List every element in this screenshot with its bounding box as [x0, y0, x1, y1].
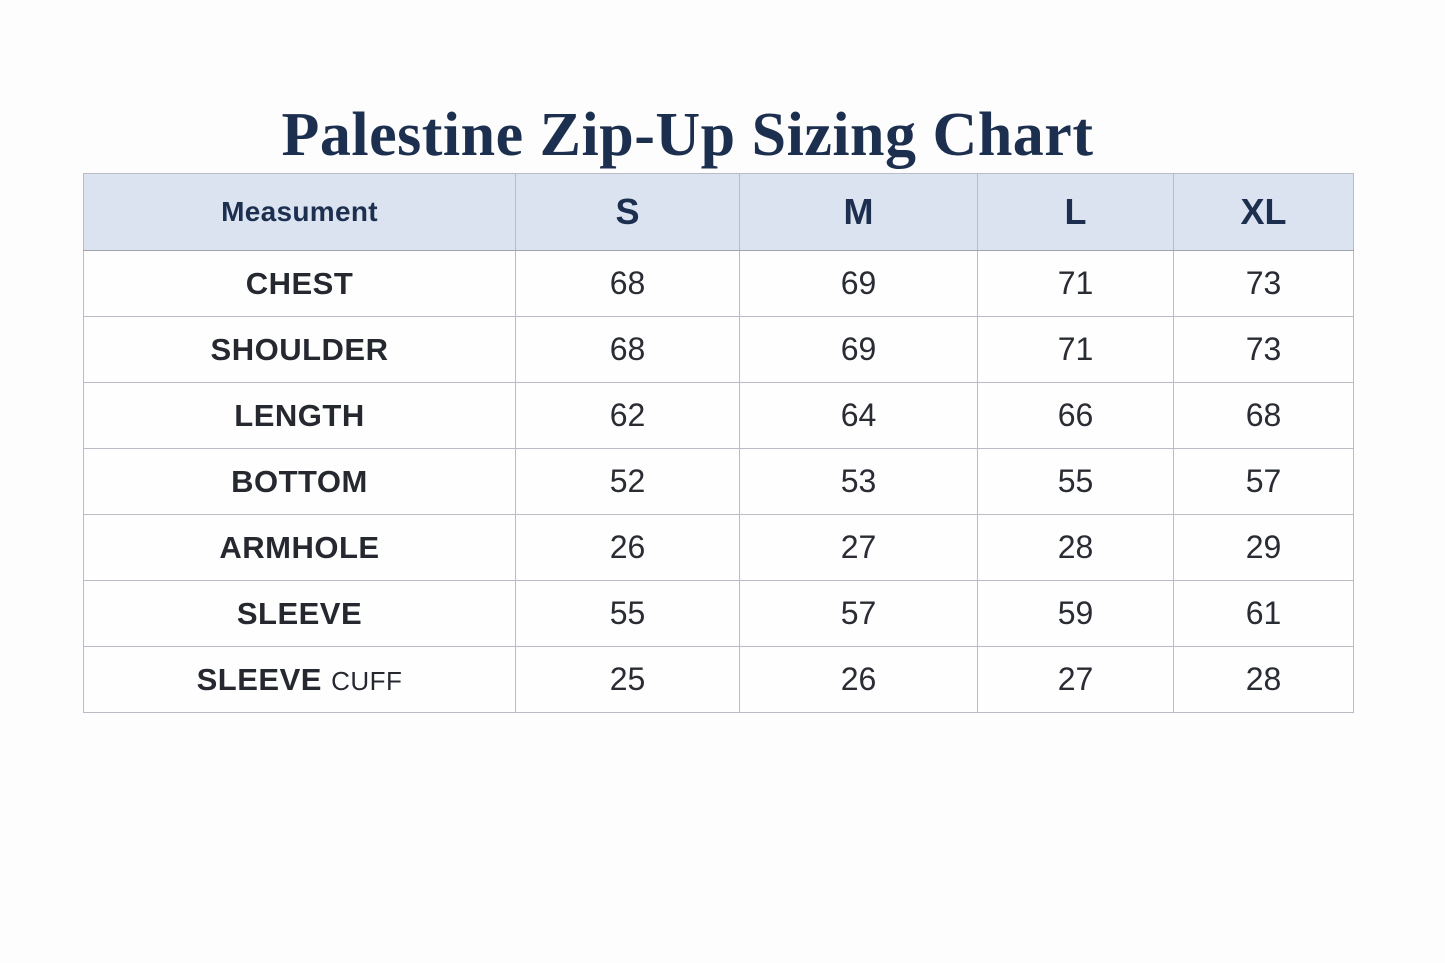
cell-value: 64 — [739, 382, 978, 449]
cell-value: 68 — [515, 250, 740, 317]
cell-value: 68 — [515, 316, 740, 383]
cell-value: 57 — [1173, 448, 1354, 515]
row-label-text: SLEEVE — [236, 595, 363, 631]
header-size-s: S — [515, 173, 740, 251]
cell-value: 25 — [515, 646, 740, 713]
row-label: CHEST — [83, 250, 516, 317]
row-label: SLEEVE CUFF — [83, 646, 516, 713]
cell-value: 26 — [515, 514, 740, 581]
cell-value: 71 — [977, 316, 1174, 383]
cell-value: 52 — [515, 448, 740, 515]
cell-value: 69 — [739, 316, 978, 383]
table-row: SHOULDER 68 69 71 73 — [83, 316, 1354, 383]
header-row: Measument S M L XL — [83, 173, 1354, 251]
row-label: LENGTH — [83, 382, 516, 449]
cell-value: 27 — [739, 514, 978, 581]
chart-title: Palestine Zip-Up Sizing Chart — [281, 100, 1094, 169]
cell-value: 53 — [739, 448, 978, 515]
row-label-text: LENGTH — [234, 397, 365, 433]
cell-value: 61 — [1173, 580, 1354, 647]
cell-value: 73 — [1173, 316, 1354, 383]
sizing-table: Measument S M L XL CHEST 68 69 71 73 SHO… — [83, 173, 1354, 713]
row-label: SLEEVE — [83, 580, 516, 647]
cell-value: 29 — [1173, 514, 1354, 581]
cell-value: 62 — [515, 382, 740, 449]
row-label-text: SLEEVE — [196, 661, 322, 697]
table-row: SLEEVE CUFF 25 26 27 28 — [83, 646, 1354, 713]
row-label: SHOULDER — [83, 316, 516, 383]
table-row: LENGTH 62 64 66 68 — [83, 382, 1354, 449]
cell-value: 68 — [1173, 382, 1354, 449]
row-label-suffix: CUFF — [331, 665, 403, 696]
cell-value: 55 — [977, 448, 1174, 515]
cell-value: 73 — [1173, 250, 1354, 317]
cell-value: 66 — [977, 382, 1174, 449]
row-label-text: ARMHOLE — [219, 529, 380, 565]
cell-value: 27 — [977, 646, 1174, 713]
table-row: ARMHOLE 26 27 28 29 — [83, 514, 1354, 581]
cell-value: 28 — [1173, 646, 1354, 713]
row-label-text: SHOULDER — [210, 331, 389, 367]
header-size-l: L — [977, 173, 1174, 251]
cell-value: 71 — [977, 250, 1174, 317]
row-label-text: BOTTOM — [231, 463, 368, 499]
cell-value: 59 — [977, 580, 1174, 647]
table-row: CHEST 68 69 71 73 — [83, 250, 1354, 317]
cell-value: 57 — [739, 580, 978, 647]
row-label-text: CHEST — [245, 265, 354, 301]
header-measurement: Measument — [83, 173, 516, 251]
header-size-m: M — [739, 173, 978, 251]
table-row: BOTTOM 52 53 55 57 — [83, 448, 1354, 515]
row-label: ARMHOLE — [83, 514, 516, 581]
cell-value: 28 — [977, 514, 1174, 581]
row-label: BOTTOM — [83, 448, 516, 515]
table-row: SLEEVE 55 57 59 61 — [83, 580, 1354, 647]
cell-value: 26 — [739, 646, 978, 713]
cell-value: 69 — [739, 250, 978, 317]
header-size-xl: XL — [1173, 173, 1354, 251]
cell-value: 55 — [515, 580, 740, 647]
